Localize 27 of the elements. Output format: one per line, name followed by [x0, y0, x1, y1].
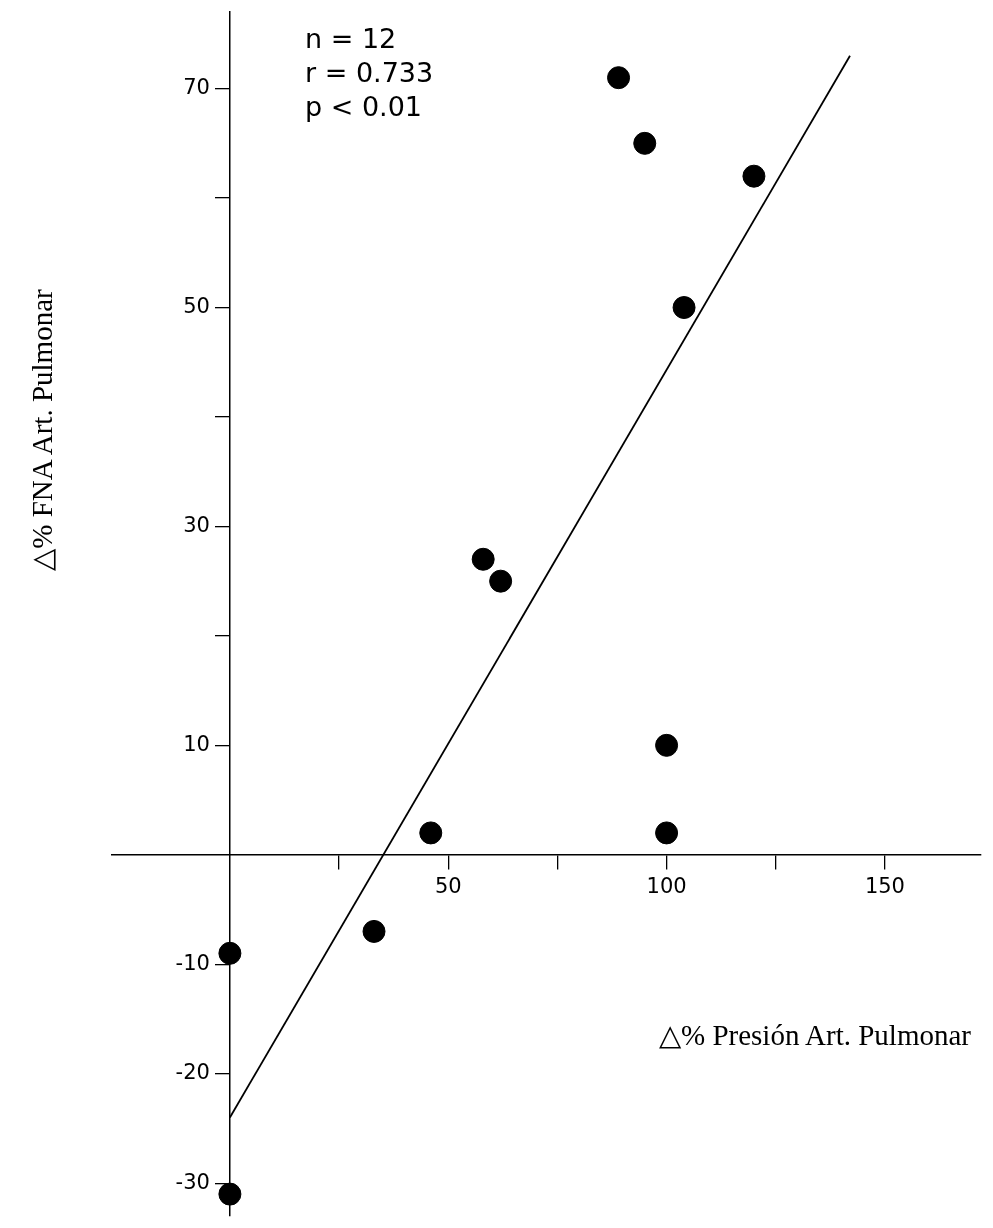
x-axis-title: △% Presión Art. Pulmonar	[659, 1018, 971, 1052]
annotation: n = 12	[305, 22, 398, 56]
y-tick-label: 10	[183, 731, 210, 756]
point	[362, 919, 386, 943]
y-tick-label: 30	[183, 512, 210, 537]
point	[218, 941, 242, 965]
y-tick-label: 70	[183, 75, 210, 100]
point	[633, 131, 657, 155]
point	[672, 296, 696, 320]
point	[607, 66, 631, 90]
point	[742, 164, 766, 188]
point	[655, 821, 679, 845]
x-tick-label: 150	[864, 873, 905, 898]
y-tick-label: 50	[183, 293, 210, 318]
point	[419, 821, 443, 845]
x-tick-label: 50	[434, 873, 462, 898]
point	[218, 1182, 242, 1206]
point	[471, 547, 495, 571]
point	[489, 569, 513, 593]
annotation: r = 0.733	[305, 56, 434, 90]
x-tick-label: 100	[646, 873, 687, 898]
y-tick-label: -10	[175, 950, 210, 975]
y-axis-title: △% FNA Art. Pulmonar	[25, 289, 59, 571]
y-tick-label: -30	[175, 1169, 210, 1194]
point	[655, 733, 679, 757]
y-tick-label: -20	[175, 1060, 210, 1085]
annotation: p < 0.01	[305, 90, 424, 124]
